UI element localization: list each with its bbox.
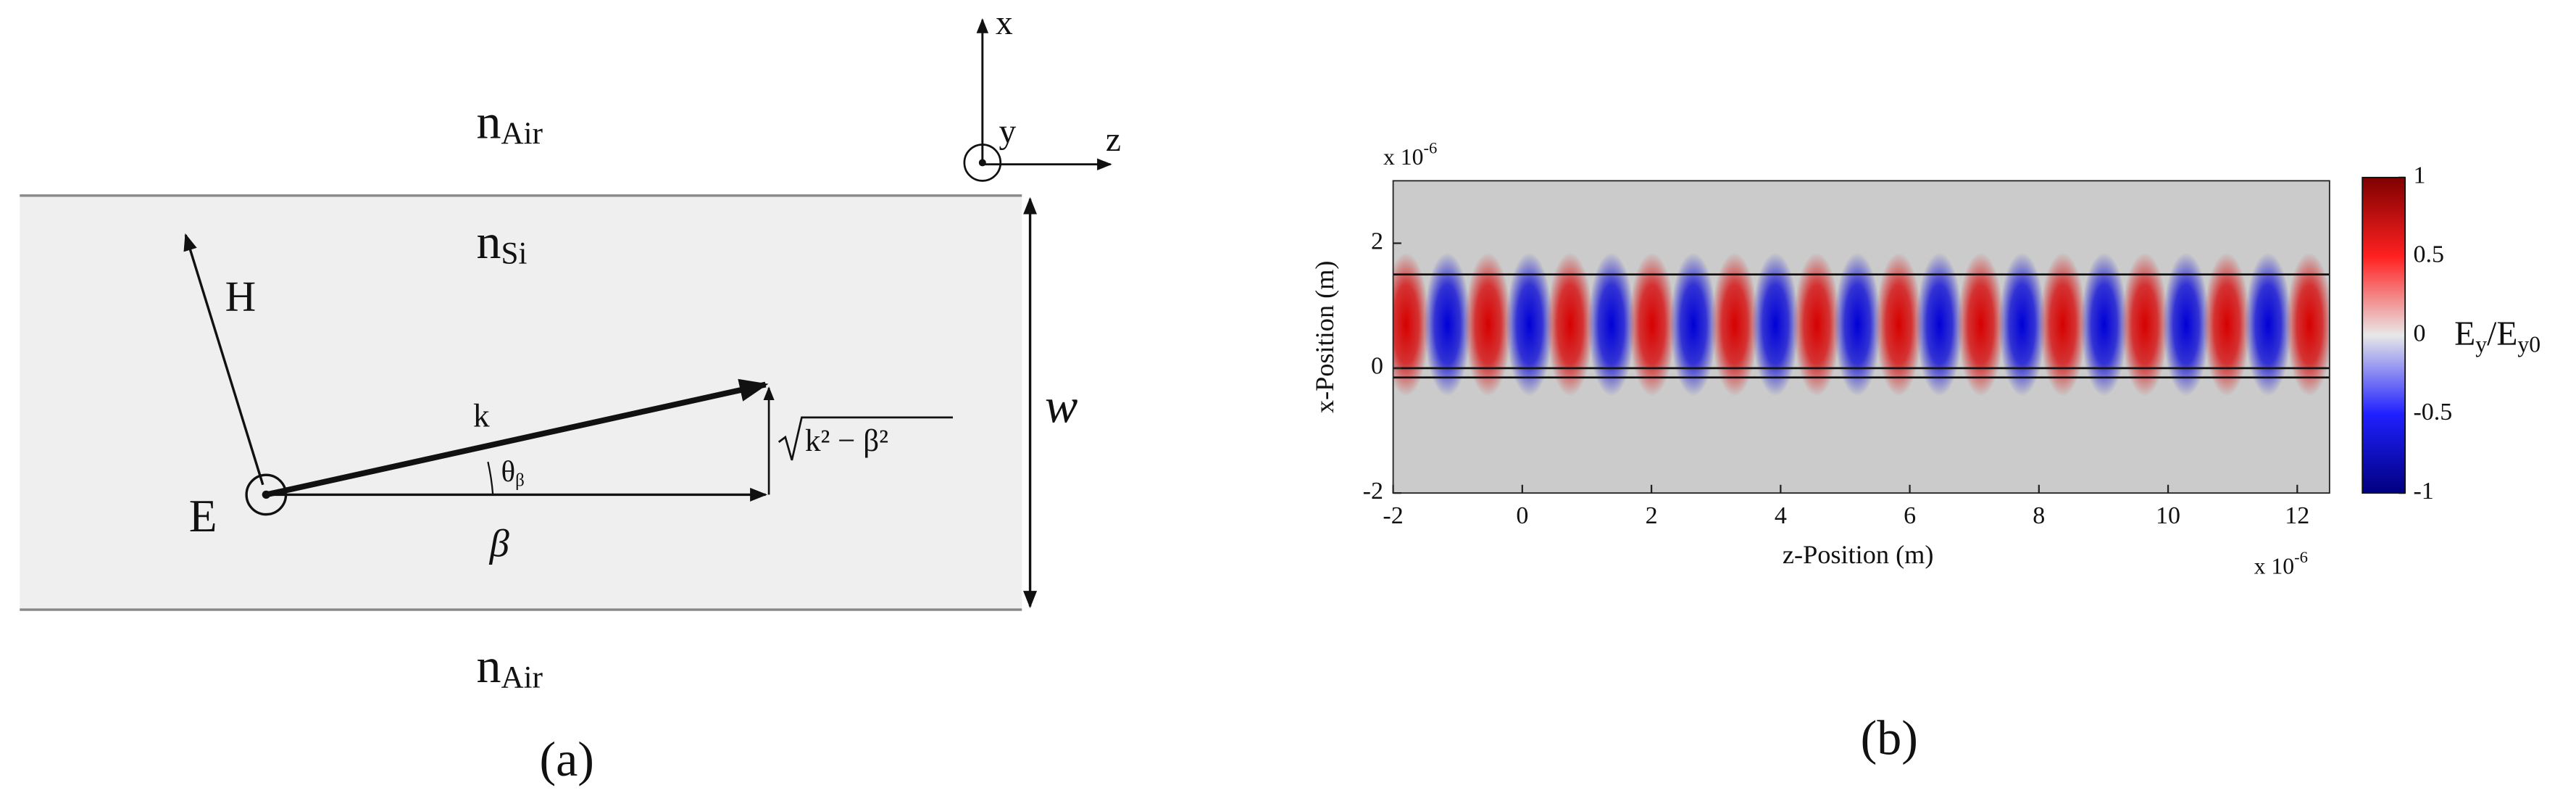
field-stripe [1752,252,1799,397]
theta-label: θβ [501,456,525,490]
field-stripe [1628,252,1676,397]
x-tick-label: 4 [1775,502,1787,529]
colorbar-label: Ey/Ey0 [2454,315,2540,357]
x-tick-label: 8 [2033,502,2045,529]
beta-label: β [489,521,510,565]
multiplier-base: x 10 [2254,554,2295,579]
field-stripe [1834,252,1881,397]
colorbar-tick-label: -1 [2413,478,2433,505]
n-air-top: nAir [477,94,543,151]
field-stripe [2286,252,2330,397]
cb-sub2: y0 [2517,332,2540,357]
axis-x-label: x [996,4,1013,42]
field-stripe [1998,252,2046,397]
colorbar-tick-label: 0.5 [2413,241,2443,267]
field-stripe [1393,252,1430,397]
x-tick-label: 6 [1904,502,1916,529]
colorbar-tick-label: 1 [2413,162,2425,189]
k-label: k [473,398,490,434]
e-field-dot [262,490,271,499]
n-si: nSi [477,214,528,271]
sqrt-radical [778,416,954,461]
x-tick-label: 10 [2156,502,2180,529]
field-stripe [1711,252,1759,397]
y-multiplier: x 10-6 [1383,139,1437,170]
n-sub: Si [501,237,528,271]
colorbar-tick-label: 0 [2413,320,2425,346]
x-multiplier: x 10-6 [2254,548,2308,579]
plot-frame [1392,180,2330,494]
h-label: H [225,272,257,320]
x-tick-label: 0 [1516,502,1528,529]
x-tick-label: 2 [1646,502,1658,529]
k-arrow [265,378,769,498]
field-map [1393,252,2330,397]
cb-sub: y [2475,332,2487,357]
e-field-circle [245,473,288,516]
field-stripe [1916,252,1963,397]
field-stripe [2204,252,2251,397]
field-stripe [2245,252,2292,397]
y-tick-label: -2 [1363,478,1383,505]
axes: -2 0 2 4 6 8 10 12 -2 0 2 1 0.5 0 -0.5 -1 [1363,162,2453,529]
field-stripe [2121,252,2169,397]
theta-sub: β [515,470,525,490]
colorbar-tick-label: -0.5 [2413,399,2452,426]
multiplier-sup: -6 [1424,139,1438,157]
field-stripe [1793,252,1841,397]
n-symbol: n [477,94,501,149]
multiplier-sup: -6 [2294,548,2308,566]
cb-mid: /E [2487,315,2517,353]
axis-z-label: z [1106,121,1121,159]
n-sub: Air [501,660,543,694]
silicon-slab [20,195,1022,610]
field-stripe [1424,252,1471,397]
x-tick-label: -2 [1383,502,1403,529]
y-axis-dot [978,159,986,167]
field-stripe [1670,252,1717,397]
colorbar [2362,176,2406,494]
angle-arc [487,461,494,495]
y-tick-label: 2 [1371,228,1383,254]
field-stripe [1506,252,1553,397]
y-axis-circle [963,144,1002,182]
sqrt-label: k² − β² [805,424,888,458]
multiplier-base: x 10 [1383,144,1424,170]
cb-base: E [2454,315,2475,353]
field-stripe [1546,252,1593,397]
x-axis-label: z-Position (m) [1783,540,1934,569]
field-stripe [1875,252,1922,397]
field-stripe [2039,252,2086,397]
h-arrow [183,233,264,486]
y-tick-label: 0 [1371,353,1383,380]
field-stripe [1464,252,1512,397]
caption-b: (b) [1861,710,1918,765]
e-label: E [189,490,217,541]
n-symbol: n [477,638,501,693]
field-stripe [2162,252,2210,397]
field-stripe [1588,252,1635,397]
n-symbol: n [477,214,501,269]
theta-symbol: θ [501,456,516,489]
x-tick-label: 12 [2285,502,2309,529]
field-stripe [2080,252,2127,397]
n-sub: Air [501,117,543,151]
caption-a: (a) [539,731,593,787]
axis-y-label: y [999,113,1016,151]
w-label: w [1045,378,1077,433]
field-stripe [1957,252,2004,397]
n-air-bottom: nAir [477,638,543,695]
y-axis-label: x-Position (m) [1310,260,1339,413]
